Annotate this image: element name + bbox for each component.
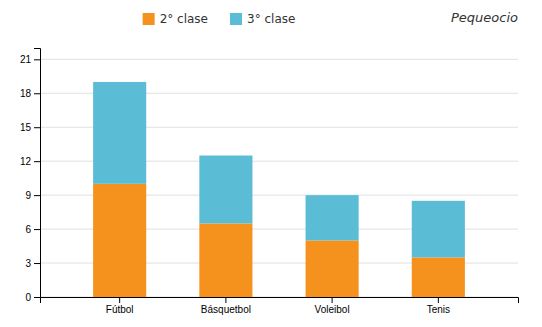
x-tick-label: Básquetbol bbox=[201, 304, 251, 315]
annotation: Pequeocio bbox=[451, 10, 518, 25]
y-tick: 15 bbox=[20, 122, 40, 133]
legend-label: 3° clase bbox=[247, 12, 295, 26]
x-tick-mark bbox=[332, 297, 333, 303]
y-tick-mark bbox=[34, 297, 40, 298]
bar bbox=[93, 82, 146, 184]
legend-swatch bbox=[230, 13, 242, 25]
y-tick-label: 6 bbox=[25, 224, 31, 235]
y-tick-label: 18 bbox=[20, 88, 32, 99]
y-axis-line bbox=[34, 49, 41, 298]
bar bbox=[412, 201, 465, 258]
bar bbox=[199, 223, 252, 297]
y-tick-mark bbox=[34, 59, 40, 60]
series bbox=[93, 82, 465, 257]
y-tick: 18 bbox=[20, 88, 40, 99]
y-tick: 12 bbox=[20, 156, 40, 167]
y-tick-mark bbox=[34, 263, 40, 264]
grid bbox=[40, 59, 518, 297]
y-tick-mark bbox=[34, 229, 40, 230]
y-tick-label: 15 bbox=[20, 122, 32, 133]
bars bbox=[93, 82, 465, 297]
x-axis-line bbox=[41, 298, 519, 304]
y-tick-mark bbox=[34, 161, 40, 162]
y-tick-label: 3 bbox=[25, 258, 31, 269]
x-tick-mark bbox=[119, 297, 120, 303]
y-tick-mark bbox=[34, 195, 40, 196]
legend-item: 2° clase bbox=[143, 12, 208, 26]
chart: Fútbol Básquetbol Voleibol Tenis 0 3 6 9 12 15 18 2… bbox=[0, 0, 542, 327]
y-tick-label: 9 bbox=[25, 190, 31, 201]
y-tick-label: 0 bbox=[25, 292, 31, 303]
x-tick-label: Fútbol bbox=[106, 304, 134, 315]
x-tick: Básquetbol bbox=[201, 297, 251, 315]
bar bbox=[199, 156, 252, 224]
legend-swatch bbox=[143, 13, 155, 25]
bar bbox=[306, 195, 359, 240]
y-tick-mark bbox=[34, 93, 40, 94]
x-tick: Voleibol bbox=[315, 297, 350, 315]
y-axis: 0 3 6 9 12 15 18 21 bbox=[20, 49, 41, 303]
x-tick-label: Voleibol bbox=[315, 304, 350, 315]
y-tick-label: 21 bbox=[20, 54, 32, 65]
y-tick: 9 bbox=[25, 190, 40, 201]
y-tick-label: 12 bbox=[20, 156, 32, 167]
bar bbox=[93, 184, 146, 297]
x-tick: Fútbol bbox=[106, 297, 134, 315]
y-tick-mark bbox=[34, 127, 40, 128]
legend-label: 2° clase bbox=[160, 12, 208, 26]
legend-item: 3° clase bbox=[230, 12, 295, 26]
legend: 2° clase 3° clase bbox=[143, 12, 296, 26]
x-axis: Fútbol Básquetbol Voleibol Tenis bbox=[41, 297, 519, 315]
bar bbox=[306, 240, 359, 297]
y-tick: 0 bbox=[25, 292, 40, 303]
y-tick: 21 bbox=[20, 54, 40, 65]
x-tick: Tenis bbox=[427, 297, 450, 315]
y-tick: 3 bbox=[25, 258, 40, 269]
x-tick-label: Tenis bbox=[427, 304, 450, 315]
x-tick-mark bbox=[438, 297, 439, 303]
y-tick: 6 bbox=[25, 224, 40, 235]
series bbox=[93, 184, 465, 297]
bar bbox=[412, 257, 465, 297]
plot: Fútbol Básquetbol Voleibol Tenis 0 3 6 9 12 15 18 2… bbox=[20, 49, 519, 316]
x-tick-mark bbox=[225, 297, 226, 303]
grid-line bbox=[40, 59, 518, 60]
